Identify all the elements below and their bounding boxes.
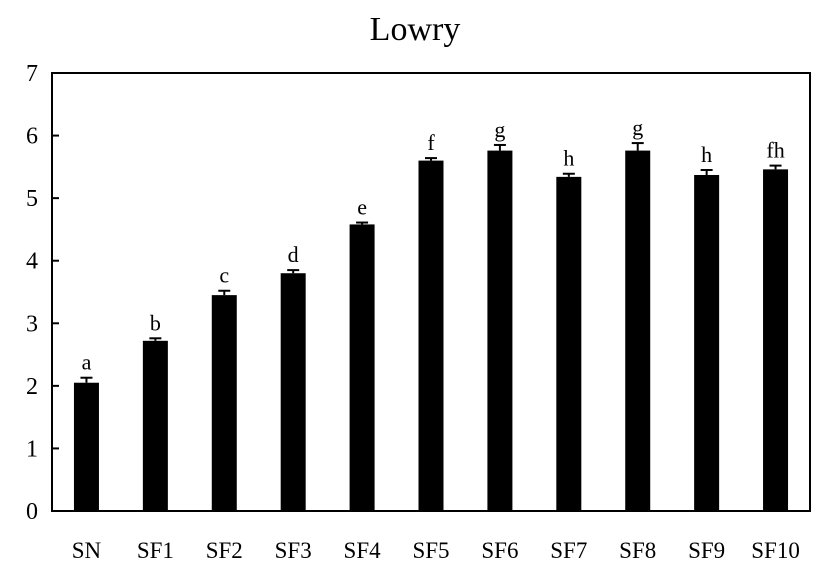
x-tick-label: SF7 bbox=[550, 538, 587, 563]
y-tick-label: 2 bbox=[26, 374, 38, 400]
significance-label: f bbox=[427, 130, 435, 155]
x-tick-label: SF2 bbox=[206, 538, 243, 563]
x-tick-label: SF4 bbox=[344, 538, 382, 563]
bar bbox=[556, 176, 582, 511]
chart-title: Lowry bbox=[370, 11, 461, 48]
y-tick-label: 6 bbox=[26, 124, 38, 150]
y-tick-label: 1 bbox=[26, 436, 38, 462]
significance-label: h bbox=[563, 146, 574, 171]
y-tick-label: 5 bbox=[26, 186, 38, 212]
significance-label: a bbox=[82, 350, 92, 375]
bar bbox=[487, 150, 513, 512]
bar bbox=[142, 340, 168, 511]
y-tick-label: 0 bbox=[26, 499, 38, 525]
significance-label: g bbox=[632, 115, 643, 140]
significance-label: h bbox=[701, 142, 712, 167]
significance-label: g bbox=[494, 117, 505, 142]
bar bbox=[625, 150, 651, 512]
x-tick-label: SF9 bbox=[688, 538, 725, 563]
bar bbox=[694, 174, 720, 511]
bar bbox=[349, 224, 375, 511]
bar bbox=[418, 160, 444, 511]
x-tick-label: SF10 bbox=[751, 538, 800, 563]
y-tick-label: 3 bbox=[26, 311, 38, 337]
significance-label: d bbox=[288, 242, 299, 267]
significance-label: e bbox=[357, 195, 367, 220]
bar bbox=[280, 273, 306, 511]
bar bbox=[763, 169, 789, 512]
bar bbox=[211, 295, 237, 511]
x-tick-label: SN bbox=[72, 538, 102, 563]
x-tick-label: SF1 bbox=[137, 538, 174, 563]
significance-label: c bbox=[219, 263, 229, 288]
x-tick-label: SF6 bbox=[481, 538, 518, 563]
significance-label: fh bbox=[766, 138, 784, 163]
bar bbox=[73, 382, 99, 511]
y-tick-label: 7 bbox=[26, 61, 38, 87]
x-tick-label: SF5 bbox=[412, 538, 449, 563]
x-tick-label: SF8 bbox=[619, 538, 656, 563]
x-tick-label: SF3 bbox=[275, 538, 312, 563]
significance-label: b bbox=[150, 310, 161, 335]
y-tick-label: 4 bbox=[26, 249, 38, 275]
